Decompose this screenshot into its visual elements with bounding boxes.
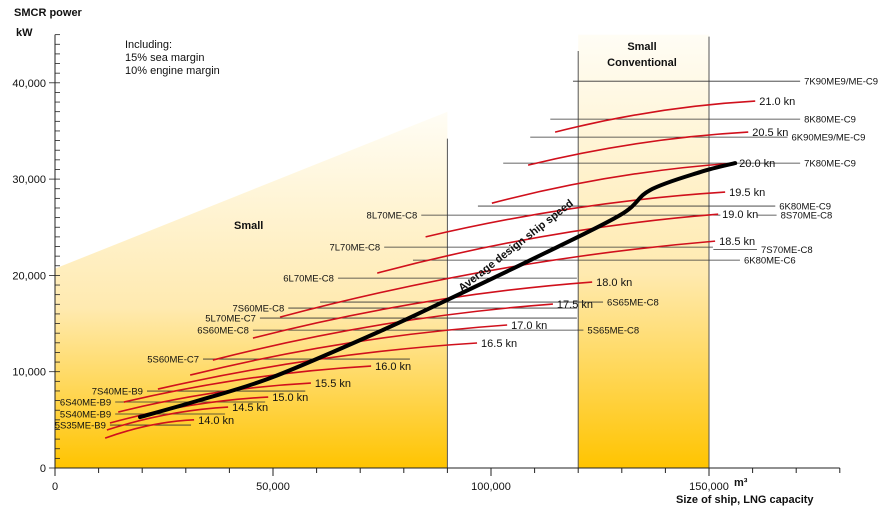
axes: 0 50,000 100,000 150,000 0 10,000 20,000 30,000… [12, 34, 841, 493]
speed-curve [118, 382, 311, 413]
engine-label: 7L70ME-C8 [329, 243, 380, 254]
speed-label: 14.5 kn [232, 402, 268, 414]
engine-label: 8L70ME-C8 [367, 211, 418, 222]
y-tick-label: 20,000 [12, 270, 46, 282]
x-axis-unit: m³ [734, 477, 748, 489]
engine-label: 6K90ME9/ME-C9 [791, 133, 865, 144]
average-curve-group [138, 161, 738, 420]
speed-curve [252, 281, 593, 339]
speed-curve [554, 100, 756, 133]
engine-label: 6S40ME-B9 [60, 398, 111, 409]
region-label-small-conventional: Small [627, 41, 656, 53]
region-fills: Small Conventional [55, 34, 710, 469]
speed-curve [109, 396, 269, 424]
engine-label: 7K80ME-C9 [804, 159, 856, 170]
engine-label: 7S40ME-B9 [92, 387, 143, 398]
engine-label: 7K90ME9/ME-C9 [804, 77, 878, 88]
y-tick-label: 0 [40, 463, 46, 475]
speed-label: 19.5 kn [729, 187, 765, 199]
speed-curve [527, 131, 749, 166]
speed-label: 21.0 kn [759, 96, 795, 108]
note-line-2: 15% sea margin [125, 52, 205, 64]
speed-label: 18.0 kn [596, 277, 632, 289]
engine-label: 5S60ME-C7 [147, 355, 199, 366]
engine-label: 6S65ME-C8 [607, 298, 659, 309]
speed-curve [279, 240, 716, 318]
speed-curve [212, 303, 553, 361]
speed-curve [123, 365, 372, 403]
speed-curve [104, 419, 195, 439]
average-design-speed-curve [138, 161, 738, 420]
speed-curve [425, 191, 726, 238]
speed-label: 16.0 kn [375, 361, 411, 373]
engine-label: 5L70ME-C7 [205, 314, 256, 325]
engine-label: 6S60ME-C8 [197, 326, 249, 337]
y-tick-label: 40,000 [12, 78, 46, 90]
engine-label: 8S70ME-C8 [781, 211, 833, 222]
engine-label: 6K80ME-C6 [744, 256, 796, 267]
speed-label: 20.0 kn [739, 158, 775, 170]
x-tick-label: 0 [52, 481, 58, 493]
x-tick-label: 100,000 [471, 481, 511, 493]
speed-label: 17.5 kn [557, 299, 593, 311]
engine-label: 6K80ME-C9 [779, 202, 831, 213]
region-label-small: Small [234, 220, 263, 232]
region-small-fill [55, 111, 448, 468]
engine-lines: 7K90ME9/ME-C9 8K80ME-C9 6K90ME9/ME-C9 7K80M… [55, 77, 878, 432]
speed-curve [491, 162, 736, 204]
engine-label: 5S35ME-B9 [55, 421, 106, 432]
engine-label: 8K80ME-C9 [804, 115, 856, 126]
region-small-conventional-fill [578, 34, 709, 469]
note-line-3: 10% engine margin [125, 65, 220, 77]
engine-label: 5S65ME-C8 [587, 326, 639, 337]
speed-label: 15.5 kn [315, 378, 351, 390]
speed-label: 15.0 kn [272, 392, 308, 404]
speed-curve [376, 213, 719, 274]
speed-curve [106, 406, 229, 431]
speed-label: 17.0 kn [511, 320, 547, 332]
speed-label: 16.5 kn [481, 338, 517, 350]
x-tick-label: 150,000 [689, 481, 729, 493]
engine-label: 6L70ME-C8 [283, 274, 334, 285]
speed-label: 14.0 kn [198, 415, 234, 427]
speed-label: 18.5 kn [719, 236, 755, 248]
note-line-1: Including: [125, 39, 172, 51]
x-axis-title: Size of ship, LNG capacity [676, 494, 814, 506]
region-label-small-conventional-2: Conventional [607, 57, 677, 69]
speed-label: 20.5 kn [752, 127, 788, 139]
y-axis-unit: kW [16, 27, 33, 39]
x-tick-label: 50,000 [256, 481, 290, 493]
y-tick-label: 30,000 [12, 174, 46, 186]
y-tick-label: 10,000 [12, 367, 46, 379]
y-axis-title: SMCR power [14, 7, 83, 19]
engine-label: 5S40ME-B9 [60, 409, 111, 420]
speed-label: 19.0 kn [722, 209, 758, 221]
engine-label: 7S60ME-C8 [233, 304, 285, 315]
engine-label: 7S70ME-C8 [761, 245, 813, 256]
